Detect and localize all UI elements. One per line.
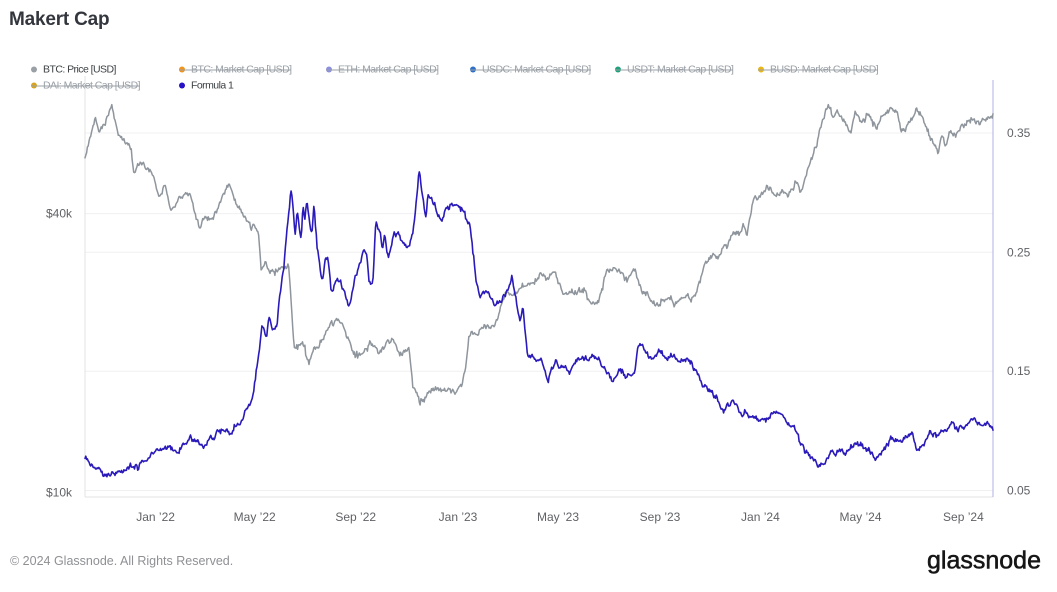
svg-text:$40k: $40k bbox=[46, 207, 73, 221]
svg-text:0.35: 0.35 bbox=[1007, 126, 1031, 140]
svg-text:0.05: 0.05 bbox=[1007, 484, 1031, 498]
svg-text:Jan ’23: Jan ’23 bbox=[439, 510, 478, 524]
svg-text:0.25: 0.25 bbox=[1007, 245, 1031, 259]
svg-text:Sep ’24: Sep ’24 bbox=[943, 510, 984, 524]
svg-text:May ’23: May ’23 bbox=[537, 510, 579, 524]
svg-text:May ’24: May ’24 bbox=[839, 510, 881, 524]
svg-text:Jan ’22: Jan ’22 bbox=[136, 510, 175, 524]
svg-text:$10k: $10k bbox=[46, 486, 73, 500]
svg-text:Sep ’23: Sep ’23 bbox=[640, 510, 681, 524]
svg-text:May ’22: May ’22 bbox=[234, 510, 276, 524]
svg-text:0.15: 0.15 bbox=[1007, 364, 1031, 378]
svg-text:Jan ’24: Jan ’24 bbox=[741, 510, 780, 524]
svg-text:Sep ’22: Sep ’22 bbox=[335, 510, 376, 524]
